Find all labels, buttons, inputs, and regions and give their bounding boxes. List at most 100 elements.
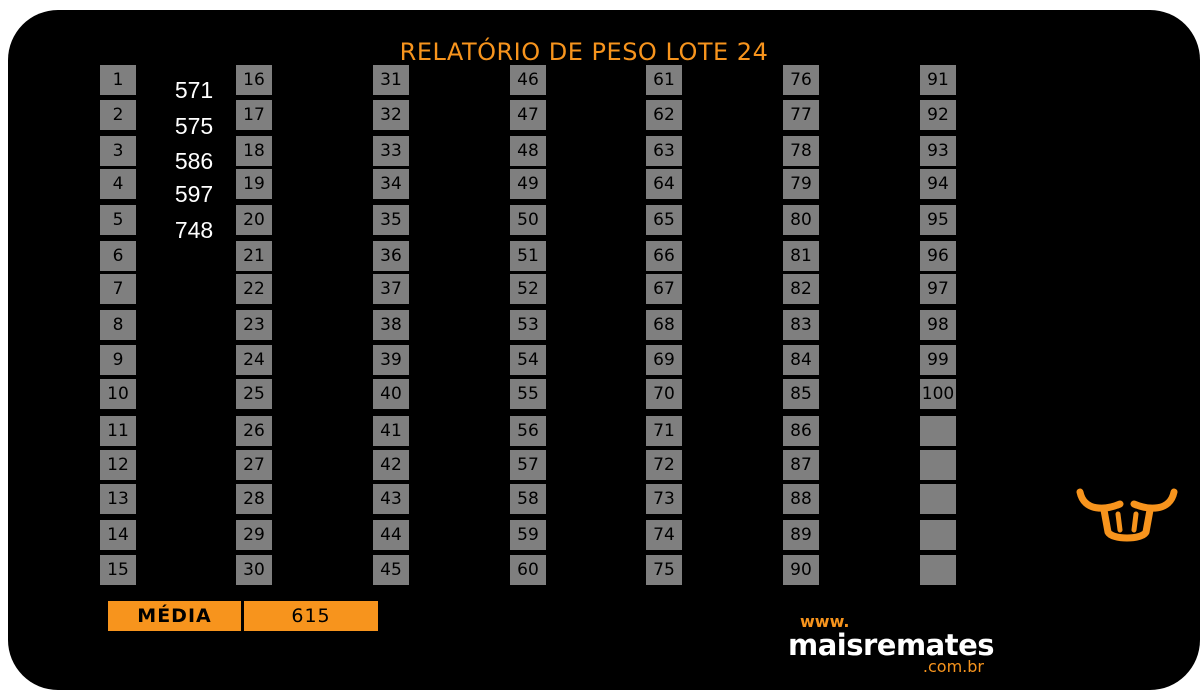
lot-number-cell: 27 [236, 450, 272, 480]
weight-value: 586 [174, 148, 214, 174]
lot-number-cell: 69 [646, 345, 682, 375]
lot-number-cell: 11 [100, 416, 136, 446]
lot-number-cell: 88 [783, 484, 819, 514]
lot-number-cell: 39 [373, 345, 409, 375]
lot-number-cell: 10 [100, 379, 136, 409]
lot-number-cell: 94 [920, 169, 956, 199]
lot-number-cell: 97 [920, 274, 956, 304]
lot-number-cell: 32 [373, 100, 409, 130]
lot-number-cell: 17 [236, 100, 272, 130]
lot-number-cell: 74 [646, 520, 682, 550]
lot-number-cell: 12 [100, 450, 136, 480]
lot-number-cell: 91 [920, 65, 956, 95]
lot-number-cell: 43 [373, 484, 409, 514]
lot-number-cell: 21 [236, 241, 272, 271]
lot-number-cell: 47 [510, 100, 546, 130]
lot-number-cell: 9 [100, 345, 136, 375]
lot-number-cell: 86 [783, 416, 819, 446]
lot-number-cell: 23 [236, 310, 272, 340]
lot-number-cell: 90 [783, 555, 819, 585]
lot-number-cell: 52 [510, 274, 546, 304]
lot-number-cell: 58 [510, 484, 546, 514]
lot-number-cell: 44 [373, 520, 409, 550]
lot-number-cell: 33 [373, 136, 409, 166]
lot-number-cell: 98 [920, 310, 956, 340]
brand-name: maisremates [788, 628, 995, 662]
lot-number-cell: 67 [646, 274, 682, 304]
lot-number-cell: 64 [646, 169, 682, 199]
lot-number-cell: 4 [100, 169, 136, 199]
lot-number-cell: 19 [236, 169, 272, 199]
lot-number-cell: 59 [510, 520, 546, 550]
lot-number-cell: 50 [510, 205, 546, 235]
weight-value: 575 [174, 113, 214, 139]
lot-number-cell: 72 [646, 450, 682, 480]
lot-number-cell: 73 [646, 484, 682, 514]
lot-number-cell: 49 [510, 169, 546, 199]
lot-number-cell: 70 [646, 379, 682, 409]
lot-number-cell: 31 [373, 65, 409, 95]
lot-number-cell: 81 [783, 241, 819, 271]
empty-cell [920, 555, 956, 585]
lot-number-cell: 95 [920, 205, 956, 235]
lot-number-cell: 41 [373, 416, 409, 446]
lot-number-cell: 46 [510, 65, 546, 95]
lot-number-cell: 62 [646, 100, 682, 130]
lot-number-cell: 51 [510, 241, 546, 271]
report-panel: RELATÓRIO DE PESO LOTE 24 1 2 3 4 5 6 7 8 9 10 11 1… [8, 10, 1200, 690]
media-value: 615 [244, 601, 378, 631]
empty-cell [920, 450, 956, 480]
lot-number-cell: 83 [783, 310, 819, 340]
lot-number-cell: 29 [236, 520, 272, 550]
lot-number-cell: 93 [920, 136, 956, 166]
weight-value: 597 [174, 181, 214, 207]
lot-number-cell: 18 [236, 136, 272, 166]
lot-number-cell: 56 [510, 416, 546, 446]
lot-number-cell: 65 [646, 205, 682, 235]
lot-number-cell: 61 [646, 65, 682, 95]
brand-logo: www. maisremates .com.br [788, 614, 998, 676]
bull-head-icon [1076, 488, 1178, 542]
lot-number-cell: 82 [783, 274, 819, 304]
lot-number-cell: 79 [783, 169, 819, 199]
lot-number-cell: 22 [236, 274, 272, 304]
lot-number-cell: 5 [100, 205, 136, 235]
lot-number-cell: 77 [783, 100, 819, 130]
lot-number-cell: 14 [100, 520, 136, 550]
empty-cell [920, 416, 956, 446]
lot-number-cell: 16 [236, 65, 272, 95]
lot-number-cell: 35 [373, 205, 409, 235]
lot-number-cell: 3 [100, 136, 136, 166]
lot-number-cell: 60 [510, 555, 546, 585]
lot-number-cell: 53 [510, 310, 546, 340]
lot-number-cell: 28 [236, 484, 272, 514]
report-title: RELATÓRIO DE PESO LOTE 24 [399, 38, 769, 66]
lot-number-cell: 57 [510, 450, 546, 480]
lot-number-cell: 84 [783, 345, 819, 375]
lot-number-cell: 96 [920, 241, 956, 271]
lot-number-cell: 20 [236, 205, 272, 235]
lot-number-cell: 89 [783, 520, 819, 550]
lot-number-cell: 30 [236, 555, 272, 585]
lot-number-cell: 80 [783, 205, 819, 235]
lot-number-cell: 8 [100, 310, 136, 340]
lot-number-cell: 76 [783, 65, 819, 95]
lot-number-cell: 13 [100, 484, 136, 514]
lot-number-cell: 24 [236, 345, 272, 375]
lot-number-cell: 54 [510, 345, 546, 375]
lot-number-cell: 6 [100, 241, 136, 271]
lot-number-cell: 37 [373, 274, 409, 304]
lot-number-cell: 71 [646, 416, 682, 446]
lot-number-cell: 7 [100, 274, 136, 304]
lot-number-cell: 2 [100, 100, 136, 130]
lot-number-cell: 36 [373, 241, 409, 271]
lot-number-cell: 85 [783, 379, 819, 409]
lot-number-cell: 75 [646, 555, 682, 585]
lot-number-cell: 78 [783, 136, 819, 166]
empty-cell [920, 484, 956, 514]
lot-number-cell: 92 [920, 100, 956, 130]
weight-value: 748 [174, 217, 214, 243]
lot-number-cell: 100 [920, 379, 956, 409]
lot-number-cell: 99 [920, 345, 956, 375]
brand-tld: .com.br [922, 657, 984, 676]
